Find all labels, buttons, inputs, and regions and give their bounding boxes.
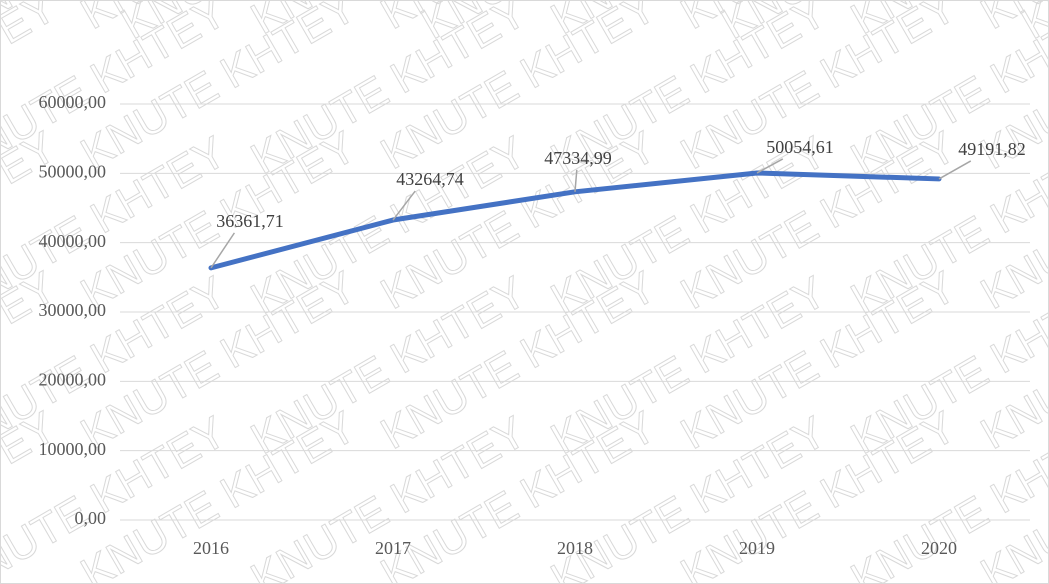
y-tick-label: 40000,00 <box>39 231 107 251</box>
x-tick-label: 2018 <box>557 538 593 558</box>
data-label: 36361,71 <box>216 211 284 231</box>
leader-line <box>938 160 972 180</box>
leader-line <box>210 232 236 269</box>
data-label: 49191,82 <box>958 139 1026 159</box>
leader-line <box>574 169 578 192</box>
y-tick-label: 0,00 <box>75 508 107 528</box>
data-label: 43264,74 <box>396 169 464 189</box>
y-tick-label: 50000,00 <box>39 161 107 181</box>
x-tick-label: 2019 <box>739 538 775 558</box>
y-tick-label: 30000,00 <box>39 300 107 320</box>
y-tick-label: 10000,00 <box>39 439 107 459</box>
x-tick-label: 2020 <box>921 538 957 558</box>
data-label: 50054,61 <box>766 137 834 157</box>
y-tick-label: 60000,00 <box>39 92 107 112</box>
x-tick-label: 2017 <box>375 538 411 558</box>
y-tick-label: 20000,00 <box>39 369 107 389</box>
leader-line <box>756 158 784 174</box>
data-label: 47334,99 <box>544 148 612 168</box>
x-tick-label: 2016 <box>193 538 229 558</box>
leader-line <box>392 190 416 221</box>
